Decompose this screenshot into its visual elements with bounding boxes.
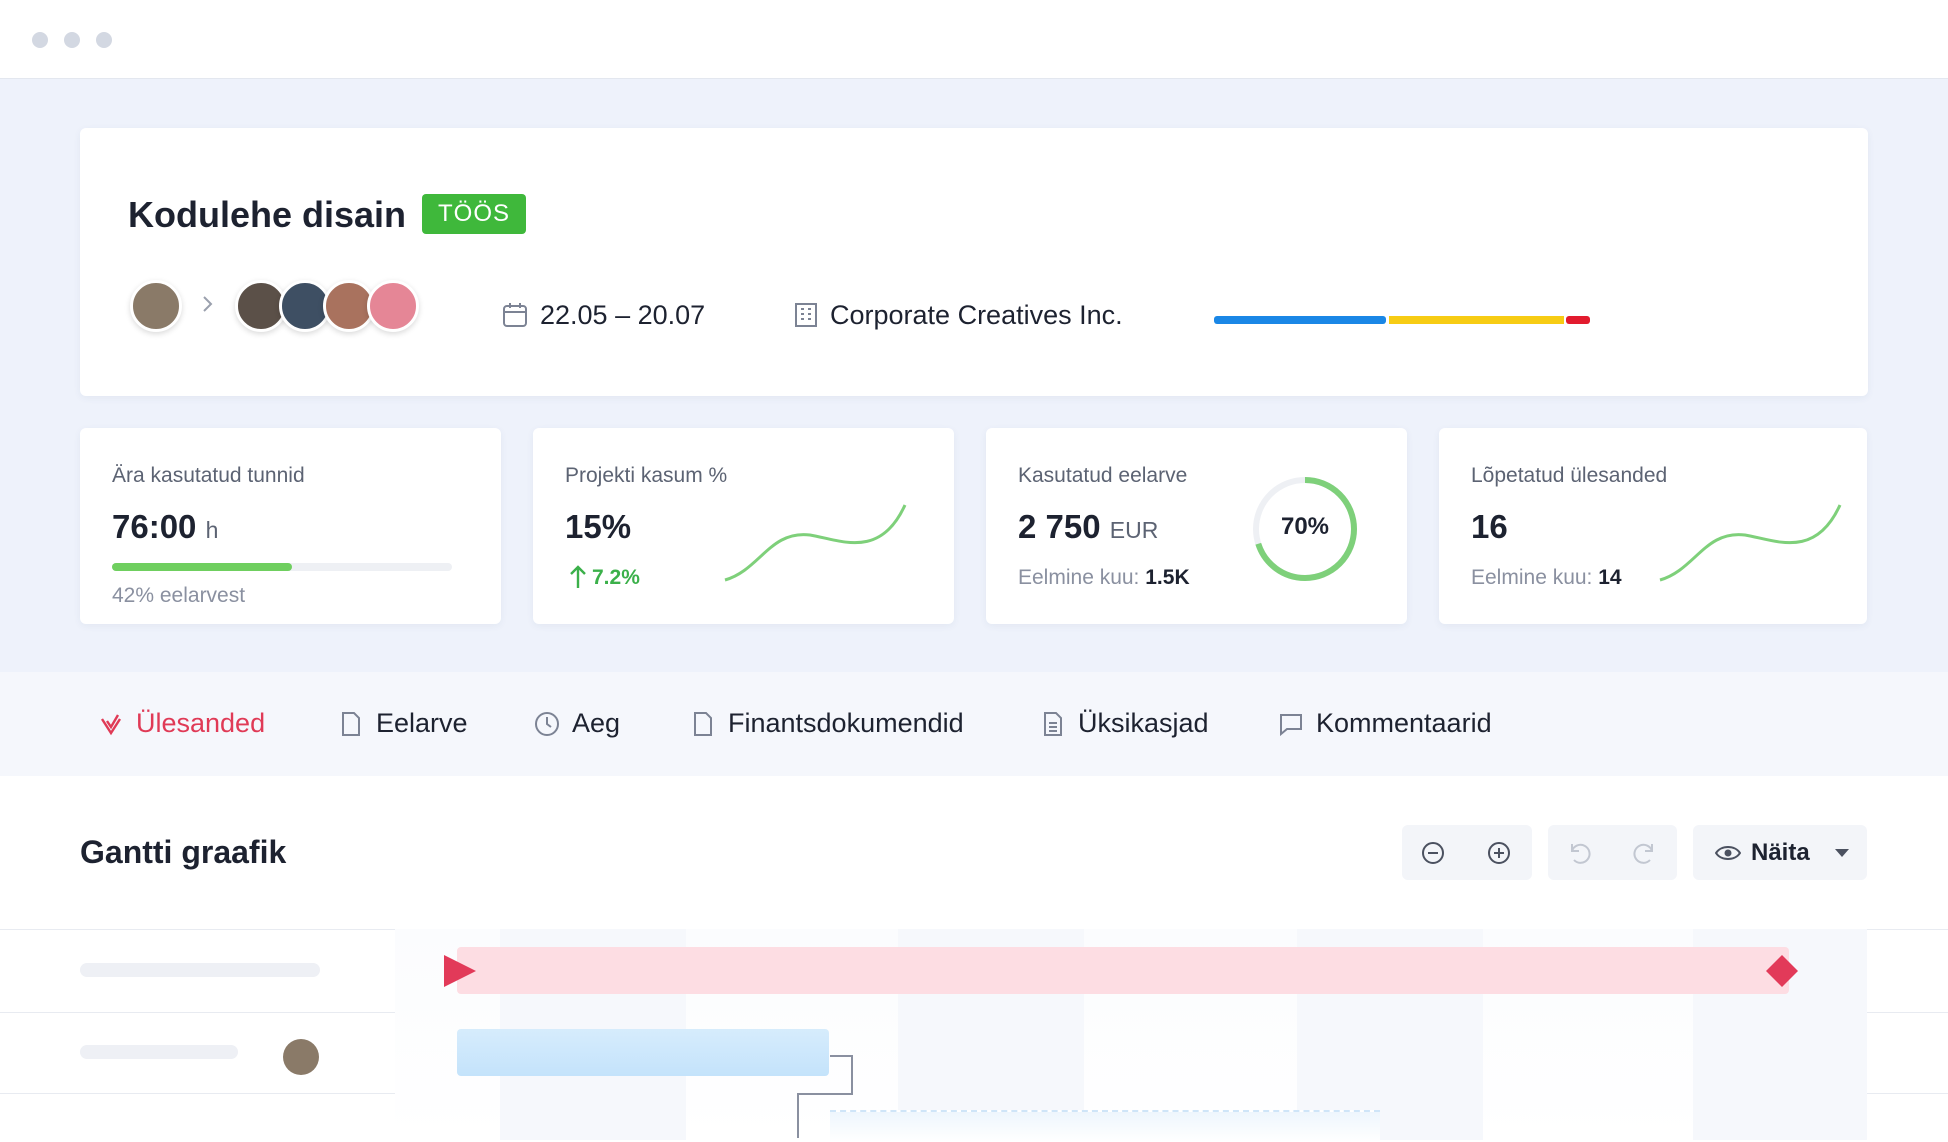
status-badge: TÖÖS <box>422 194 527 234</box>
tab-label: Eelarve <box>376 708 468 738</box>
undo-button[interactable] <box>1566 840 1592 866</box>
unit: EUR <box>1109 517 1159 543</box>
card-label: Lõpetatud ülesanded <box>1471 464 1668 487</box>
avatar <box>323 280 375 332</box>
history-group <box>1548 825 1677 880</box>
avatar <box>279 280 331 332</box>
unit: h <box>205 517 219 543</box>
chevron <box>203 296 213 312</box>
task-bar <box>457 1029 829 1076</box>
window-dot <box>32 32 48 48</box>
note-value: 14 <box>1598 566 1622 589</box>
avatar <box>283 1039 319 1075</box>
tab-bar <box>0 672 1948 776</box>
doc-icon <box>1044 711 1062 736</box>
tab-label: Finantsdokumendid <box>728 708 964 738</box>
tab[interactable]: Eelarve <box>338 708 468 739</box>
card-note: 42% eelarvest <box>112 584 246 607</box>
card-note: Eelmine kuu: 1.5K <box>1018 566 1190 590</box>
avatar <box>130 280 182 332</box>
progress-strip <box>1214 316 1590 324</box>
show-button[interactable]: Näita <box>1693 825 1867 880</box>
project-bar <box>457 947 1789 994</box>
zoom-out-button[interactable] <box>1420 840 1446 866</box>
doc-icon <box>694 711 712 736</box>
button-label: Näita <box>1751 838 1810 866</box>
card-value: 2 750 EUR <box>1018 508 1158 546</box>
note-label: Eelmine kuu: <box>1471 566 1593 589</box>
card-value: 15% <box>565 508 632 545</box>
window-bar <box>0 0 1948 79</box>
budget-ring <box>1253 477 1357 581</box>
note-label: Eelmine kuu: <box>1018 566 1140 589</box>
project-dates: 22.05 – 20.07 <box>540 300 706 330</box>
value: 2 750 <box>1018 508 1101 545</box>
tab-label: Aeg <box>572 708 621 738</box>
tab[interactable]: Aeg <box>534 708 620 739</box>
redo-button[interactable] <box>1632 840 1658 866</box>
tab[interactable]: Üksikasjad <box>1040 708 1209 739</box>
caret <box>1834 848 1849 857</box>
project-card <box>80 128 1868 396</box>
row-placeholder <box>80 1045 238 1059</box>
tab[interactable]: Kommentaarid <box>1278 708 1492 739</box>
comment-icon <box>1280 713 1302 736</box>
card-note: Eelmine kuu: 14 <box>1471 566 1622 590</box>
doc-icon <box>342 711 360 736</box>
row-placeholder <box>80 963 320 977</box>
zoom-in-button[interactable] <box>1486 840 1512 866</box>
tab-label: Üksikasjad <box>1078 708 1209 738</box>
card-label: Kasutatud eelarve <box>1018 464 1188 487</box>
card-value: 76:00 h <box>112 508 218 546</box>
avatar <box>367 280 419 332</box>
value: 76:00 <box>112 508 197 545</box>
tab[interactable]: Ülesanded <box>98 708 265 739</box>
card-change: 7.2% <box>592 566 640 589</box>
card-label: Ära kasutatud tunnid <box>112 464 305 487</box>
window-dot <box>64 32 80 48</box>
eye-icon <box>1715 845 1741 860</box>
task-bar <box>830 1110 1380 1142</box>
hours-bar <box>112 563 452 571</box>
tab-label: Ülesanded <box>136 708 266 738</box>
up-arrow <box>570 565 586 588</box>
calendar-icon <box>503 303 527 327</box>
building-icon <box>795 303 817 327</box>
gantt-title: Gantti graafik <box>80 834 287 870</box>
note-value: 1.5K <box>1145 566 1190 589</box>
tab-label: Kommentaarid <box>1316 708 1492 738</box>
sparkline <box>1659 504 1842 582</box>
sparkline <box>724 504 907 582</box>
stat-card <box>986 428 1407 624</box>
start-marker <box>444 955 476 987</box>
tab[interactable]: Finantsdokumendid <box>690 708 964 739</box>
ring-label: 70% <box>1280 513 1330 540</box>
project-title: Kodulehe disain <box>128 194 407 235</box>
stat-card <box>1439 428 1867 624</box>
stat-card <box>80 428 501 624</box>
clock-icon <box>535 711 559 736</box>
client-name: Corporate Creatives Inc. <box>830 300 1123 330</box>
stat-card <box>533 428 954 624</box>
dependency-line <box>797 1055 853 1138</box>
window-dot <box>96 32 112 48</box>
end-marker <box>1766 955 1798 987</box>
card-label: Projekti kasum % <box>565 464 728 487</box>
check-icon <box>100 713 122 735</box>
card-value: 16 <box>1471 508 1508 545</box>
